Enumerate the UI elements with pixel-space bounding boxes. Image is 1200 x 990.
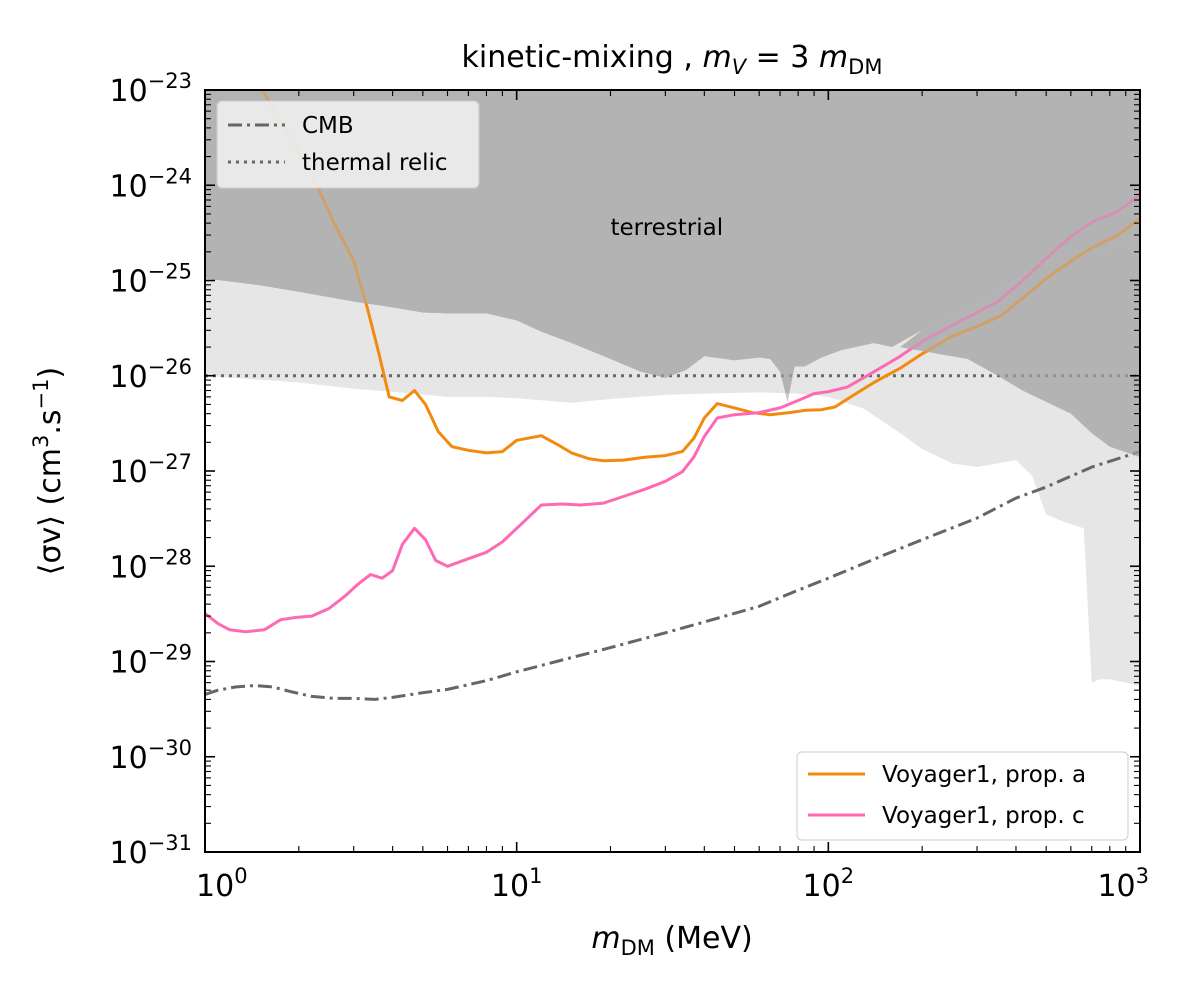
legend-box bbox=[216, 100, 480, 189]
region-upper-right-overlay bbox=[900, 246, 1140, 458]
y-tick-label: 10−28 bbox=[109, 545, 192, 585]
y-axis-label: ⟨σv⟩ (cm3.s−1) bbox=[29, 367, 68, 575]
legend-top-left: CMB thermal relic bbox=[216, 100, 480, 189]
y-tick-label: 10−24 bbox=[109, 164, 192, 204]
y-tick-label: 10−30 bbox=[109, 736, 192, 776]
axis-ticks bbox=[204, 89, 1141, 853]
region-light-exclusion bbox=[205, 246, 1140, 687]
legend-label-thermal-relic: thermal relic bbox=[302, 150, 448, 176]
x-tick-label: 102 bbox=[803, 864, 855, 904]
region-labels: terrestrial bbox=[610, 215, 723, 241]
x-tick-label: 100 bbox=[196, 864, 248, 904]
legend-label-cmb: CMB bbox=[302, 113, 354, 139]
x-tick-label: 101 bbox=[491, 864, 543, 904]
x-tick-label: 103 bbox=[1097, 864, 1149, 904]
y-tick-label: 10−26 bbox=[109, 355, 192, 395]
legend-label-voyager-c: Voyager1, prop. c bbox=[882, 803, 1085, 829]
legend-bottom-right: Voyager1, prop. a Voyager1, prop. c bbox=[796, 751, 1129, 841]
y-tick-label: 10−25 bbox=[109, 260, 192, 300]
legend-label-voyager-a: Voyager1, prop. a bbox=[882, 762, 1086, 788]
y-tick-label: 10−23 bbox=[109, 69, 192, 109]
tick-labels: 100 101 102 103 10−31 10−30 10−29 10−28 10−27 10−… bbox=[109, 69, 1149, 904]
y-tick-label: 10−27 bbox=[109, 450, 192, 490]
legend-box bbox=[796, 751, 1129, 841]
region-label-terrestrial: terrestrial bbox=[610, 215, 723, 241]
y-tick-label: 10−31 bbox=[109, 831, 192, 871]
x-axis-label: mDM (MeV) bbox=[591, 921, 752, 960]
chart-title: kinetic-mixing , mV = 3 mDM bbox=[462, 40, 883, 79]
y-tick-label: 10−29 bbox=[109, 641, 192, 681]
series-line-cmb bbox=[205, 450, 1140, 701]
